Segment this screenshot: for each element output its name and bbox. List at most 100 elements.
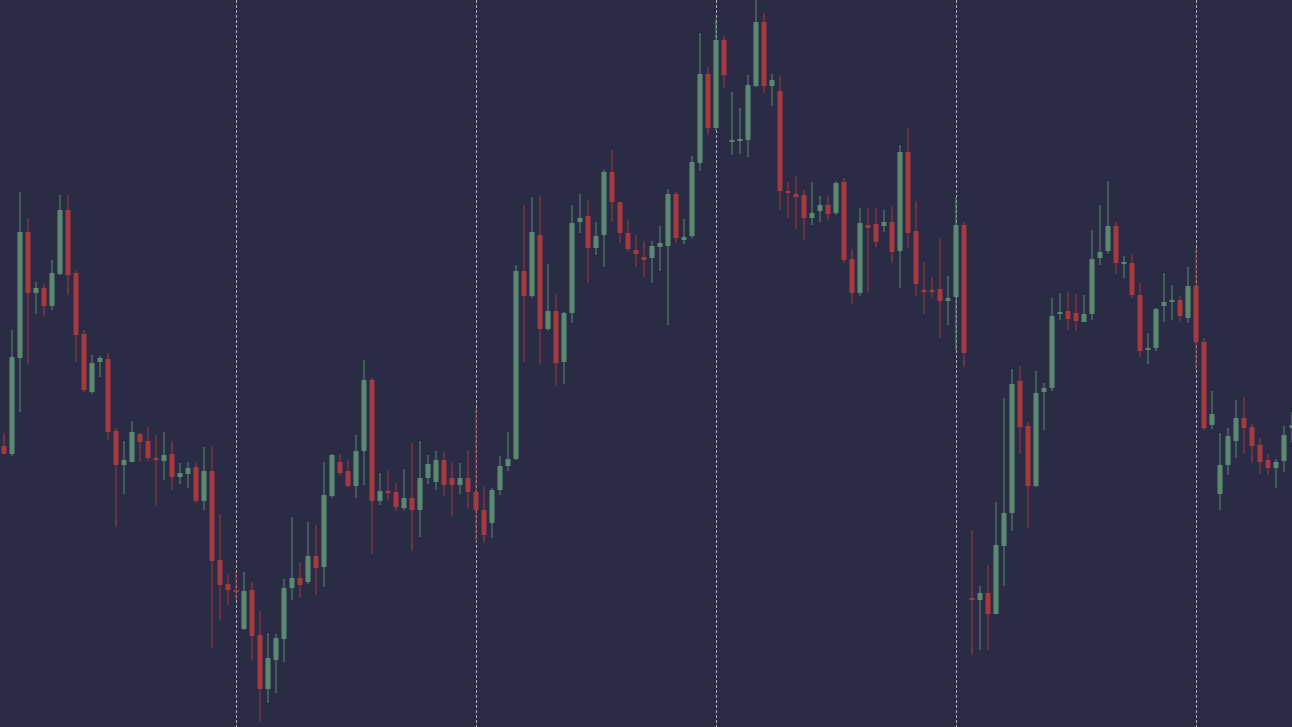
candle-up (273, 634, 279, 693)
candle-up (401, 469, 407, 510)
candle-up (569, 205, 575, 323)
candle-down (113, 428, 119, 527)
candle-up (1161, 273, 1167, 322)
candle-up (161, 432, 167, 480)
candle-down (537, 196, 543, 364)
candle-down (801, 190, 807, 240)
candle-down (1241, 397, 1247, 454)
candle-up (753, 0, 759, 87)
candle-up (321, 462, 327, 587)
candle-up (457, 463, 463, 494)
candle-down (929, 277, 935, 297)
candle-up (417, 441, 423, 537)
candle-down (617, 202, 623, 243)
candle-down (969, 530, 975, 655)
candle-down (345, 460, 351, 487)
candle-up (97, 356, 103, 377)
candle-up (857, 208, 863, 296)
candle-up (1233, 400, 1239, 458)
candle-up (1049, 298, 1055, 391)
candle-down (249, 582, 255, 660)
candle-up (681, 219, 687, 244)
candle-up (1185, 267, 1191, 323)
candle-up (505, 432, 511, 471)
candle-down (81, 330, 87, 392)
candle-up (817, 196, 823, 222)
candle-up (769, 74, 775, 106)
candle-down (225, 575, 231, 605)
candle-up (281, 579, 287, 662)
candle-up (1105, 181, 1111, 254)
candle-up (1225, 428, 1231, 475)
candle-up (593, 222, 599, 255)
candle-down (481, 487, 487, 543)
candle-up (601, 170, 607, 267)
candle-up (1209, 391, 1215, 429)
candle-down (721, 36, 727, 88)
candle-up (977, 586, 983, 650)
candle-down (105, 353, 111, 440)
candle-down (921, 262, 927, 314)
candle-down (777, 76, 783, 210)
candle-up (1217, 433, 1223, 510)
candle-up (953, 197, 959, 350)
candle-up (1033, 371, 1039, 487)
candle-down (369, 378, 375, 554)
candle-down (1017, 366, 1023, 454)
candle-up (577, 194, 583, 233)
candle-down (985, 565, 991, 650)
candle-up (1281, 426, 1287, 472)
candle-up (361, 360, 367, 485)
candle-up (1169, 285, 1175, 320)
candle-down (633, 235, 639, 267)
candle-down (705, 67, 711, 135)
candle-up (489, 488, 495, 538)
candle-down (849, 249, 855, 304)
candle-up (377, 473, 383, 505)
candle-down (257, 611, 263, 721)
candle-down (1265, 454, 1271, 475)
candle-up (425, 455, 431, 484)
candle-up (897, 145, 903, 288)
candle-down (441, 452, 447, 496)
candle-down (521, 205, 527, 362)
candle-up (1097, 205, 1103, 265)
candle-up (529, 197, 535, 298)
candle-down (65, 195, 71, 295)
candle-up (1001, 398, 1007, 586)
candle-down (1129, 255, 1135, 298)
candle-up (17, 192, 23, 412)
candle-down (905, 128, 911, 248)
candle-up (241, 572, 247, 630)
candle-down (137, 433, 143, 462)
candle-up (129, 421, 135, 462)
candle-up (89, 355, 95, 394)
candle-down (409, 443, 415, 551)
candle-up (713, 19, 719, 131)
candle-up (305, 522, 311, 584)
candle-up (745, 75, 751, 157)
candle-down (1193, 248, 1199, 370)
candle-down (393, 483, 399, 511)
candle-down (841, 178, 847, 263)
candle-down (193, 463, 199, 503)
candle-down (1249, 424, 1255, 463)
candle-down (1257, 438, 1263, 474)
candle-down (145, 427, 151, 461)
candle-down (625, 220, 631, 251)
candle-down (233, 572, 239, 600)
candle-down (825, 196, 831, 220)
candle-up (809, 182, 815, 225)
candle-up (1121, 256, 1127, 278)
candle-down (297, 562, 303, 598)
candle-up (49, 260, 55, 310)
candle-down (217, 514, 223, 620)
candle-down (1201, 338, 1207, 430)
candle-up (689, 156, 695, 238)
candle-down (1137, 283, 1143, 357)
candle-down (793, 176, 799, 229)
candle-up (545, 264, 551, 331)
candle-down (169, 441, 175, 490)
